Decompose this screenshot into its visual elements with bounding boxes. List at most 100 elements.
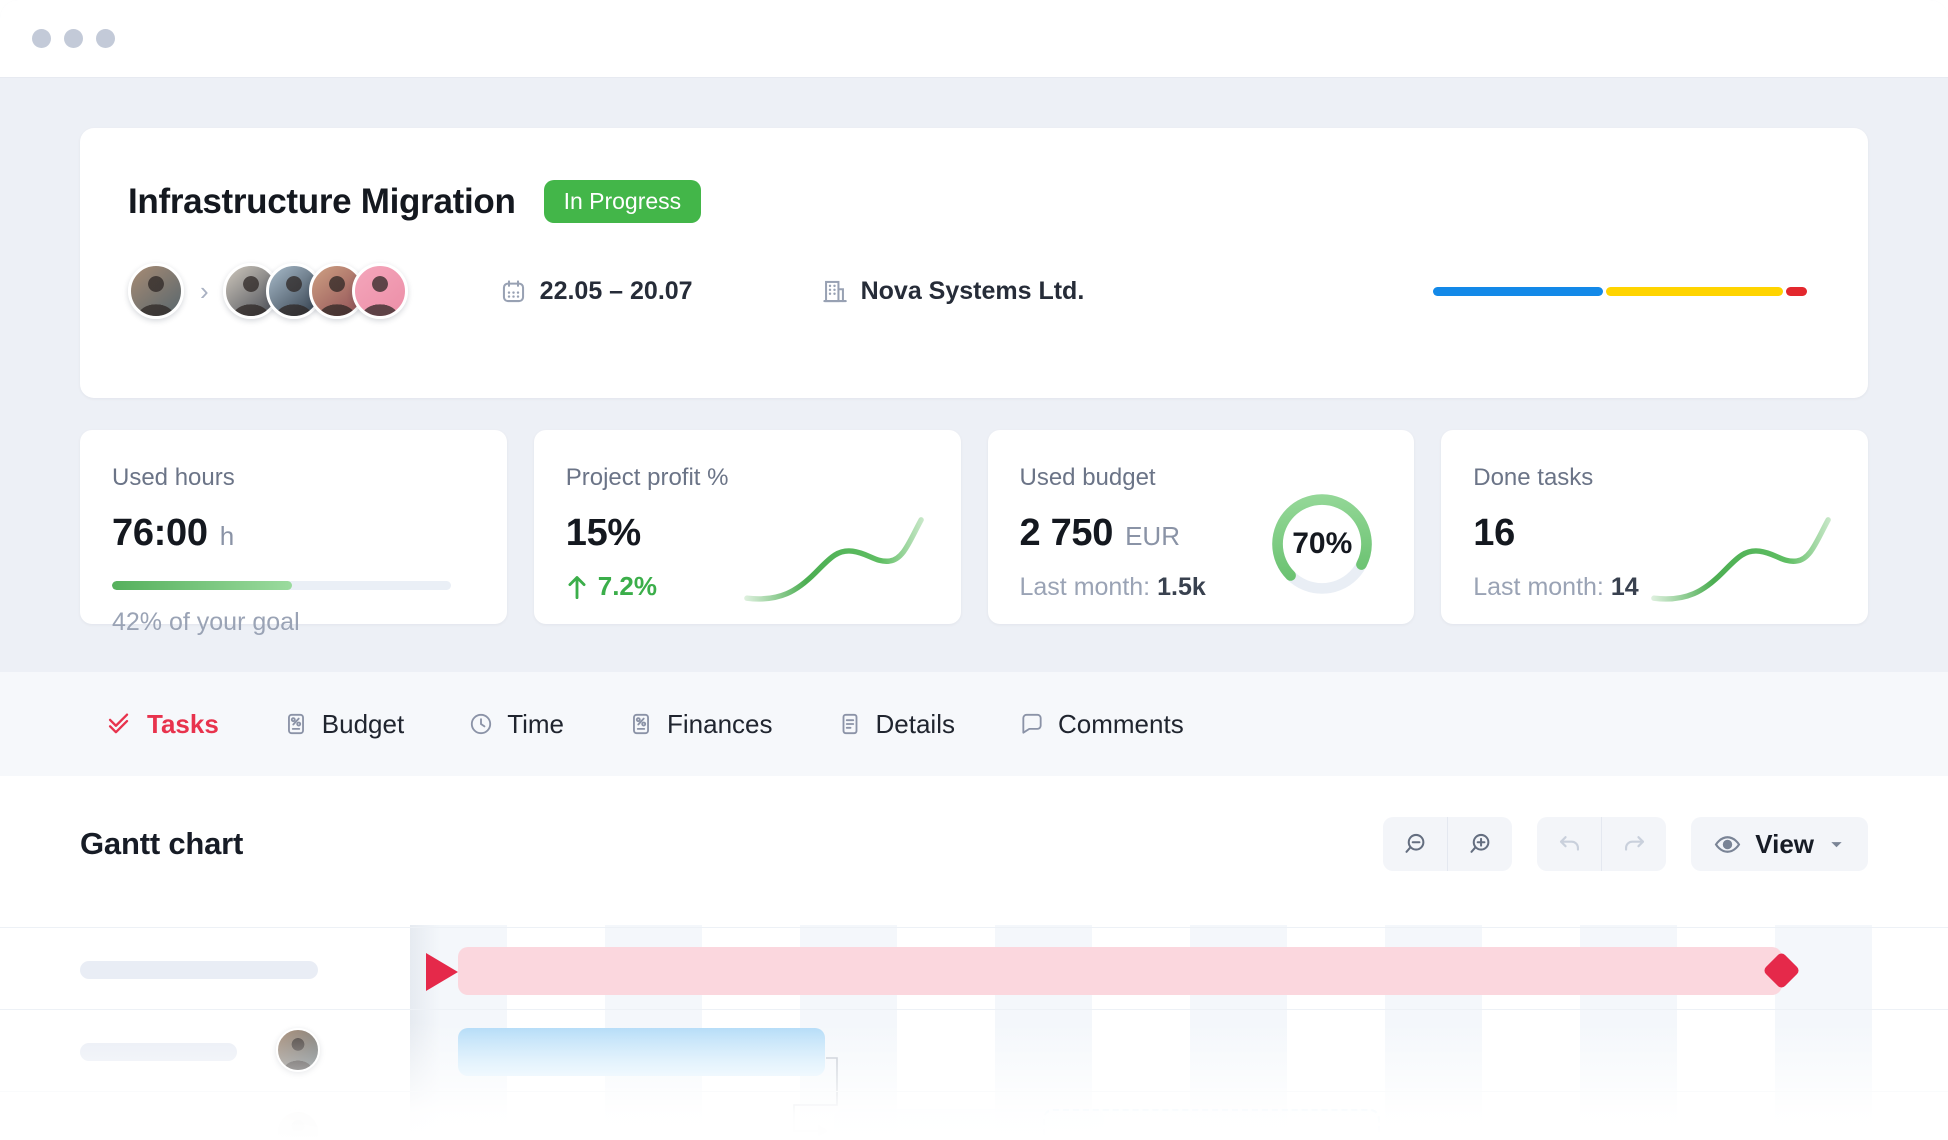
divider [1601,817,1603,871]
project-progress-bar [1433,286,1810,296]
tab-label: Budget [321,708,405,739]
window-dot-maximize[interactable] [96,29,115,48]
gantt-chart-area [0,925,1948,1140]
divider [1447,817,1449,871]
tab-label: Details [875,708,955,739]
undo-button[interactable] [1537,817,1601,871]
trend-up-arrow-icon [566,574,588,600]
stat-value: 15% [565,512,641,554]
stat-label: Used budget [1019,464,1156,491]
speech-bubble-icon [1019,711,1045,737]
stat-label: Done tasks [1473,464,1594,491]
caption-label: Last month: [1019,573,1151,601]
task-assignee-avatar[interactable] [276,1028,320,1072]
progress-segment-yellow [1606,286,1783,296]
window-dot-minimize[interactable] [64,29,83,48]
donut-percent-label: 70% [1292,527,1353,560]
tab-label: Comments [1058,708,1184,739]
tasks-sparkline [1651,517,1831,602]
row-divider [0,1009,1948,1010]
stat-card-used-budget: Used budget 2 750 EUR Last month: 1.5k [987,430,1415,624]
caption-value: 1.5k [1157,573,1206,601]
gantt-bar-task-2-planned[interactable] [1043,1109,1380,1140]
gantt-task-list-panel [0,925,410,1140]
receipt-icon [283,711,309,737]
tab-time[interactable]: Time [468,709,564,740]
hours-progress-fill [112,581,292,590]
eye-icon [1713,830,1742,859]
gantt-title: Gantt chart [80,826,244,861]
profit-sparkline [743,517,924,602]
receipt-icon [628,711,654,737]
gantt-section: Gantt chart [0,776,1948,1140]
row-divider [0,1091,1948,1092]
calendar-icon [500,278,527,305]
gantt-milestone-start-marker[interactable] [426,953,458,991]
stat-unit: EUR [1125,521,1180,551]
tab-details[interactable]: Details [837,709,955,740]
stat-card-project-profit: Project profit % 15% 7.2% [533,430,961,624]
zoom-button-group [1383,817,1513,871]
stat-label: Project profit % [565,464,729,491]
clock-icon [468,711,494,737]
stat-caption: 42% of your goal [112,608,300,636]
project-header-card: Infrastructure Migration In Progress › [80,128,1868,398]
chevron-down-icon [1827,835,1846,854]
team-avatar-group[interactable] [222,263,408,319]
gantt-bar-task-1[interactable] [458,1028,825,1076]
building-icon [821,278,848,305]
chevron-right-icon: › [200,275,209,306]
project-title: Infrastructure Migration [128,181,516,221]
gantt-bar-project-span[interactable] [458,947,1782,995]
task-assignee-avatar[interactable] [276,1110,320,1140]
task-name-placeholder [80,1043,237,1061]
stat-card-used-hours: Used hours 76:00 h 42% of your goal [80,430,507,636]
caption-value: 14 [1610,573,1639,601]
gantt-timeline [410,925,1948,1140]
project-lead-avatar[interactable] [128,263,184,319]
stat-unit: h [219,521,235,551]
project-company: Nova Systems Ltd. [821,277,1084,306]
stat-card-done-tasks: Done tasks 16 Last month: 14 [1441,430,1868,624]
stat-caption: Last month: 14 [1473,573,1638,602]
window-dot-close[interactable] [32,29,51,48]
tab-label: Finances [667,708,773,739]
window-controls [32,29,115,48]
row-divider [0,927,1948,928]
stat-value: 2 750 [1019,512,1114,554]
caption-label: Last month: [1473,573,1604,601]
zoom-out-button[interactable] [1383,817,1447,871]
date-range-text: 22.05 – 20.07 [539,276,693,305]
project-dates: 22.05 – 20.07 [500,277,693,306]
progress-segment-blue [1433,286,1603,296]
gantt-toolbar: View [1383,817,1868,871]
budget-donut-chart: 70% [1264,486,1380,602]
redo-button[interactable] [1602,817,1666,871]
stat-value: 76:00 [112,512,208,554]
zoom-in-button[interactable] [1448,817,1512,871]
tab-finances[interactable]: Finances [628,709,773,740]
stat-delta: 7.2% [566,571,729,602]
stat-label: Used hours [112,464,235,491]
stat-delta-value: 7.2% [597,571,658,601]
task-name-placeholder [80,1123,270,1140]
stats-row: Used hours 76:00 h 42% of your goal Proj… [80,430,1868,636]
avatar[interactable] [351,263,408,319]
hours-progress-track [112,581,452,590]
task-name-placeholder [80,961,318,979]
tab-budget[interactable]: Budget [283,709,404,740]
tab-comments[interactable]: Comments [1019,709,1184,740]
document-icon [837,711,863,737]
stat-caption: Last month: 1.5k [1020,573,1206,602]
project-tabs: Tasks Budget Time [0,672,1948,776]
tab-label: Time [507,708,565,739]
tab-label: Tasks [147,708,219,739]
view-button[interactable]: View [1691,817,1868,871]
stat-value: 16 [1473,512,1515,554]
tab-tasks[interactable]: Tasks [106,709,219,740]
history-button-group [1537,817,1667,871]
progress-segment-red [1786,286,1807,296]
status-badge[interactable]: In Progress [543,180,702,223]
view-button-label: View [1755,828,1814,859]
